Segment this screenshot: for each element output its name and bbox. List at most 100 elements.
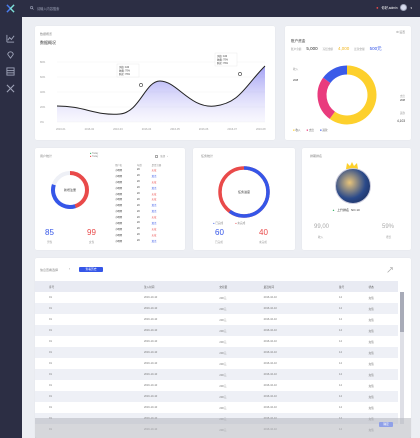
table-row[interactable]: 01 2016-10-10 200元 2016-10-10 14 充值 [35, 380, 398, 391]
avatar[interactable] [400, 4, 408, 11]
table-cell: 充值 [368, 406, 374, 410]
data-point [139, 83, 143, 87]
table-cell: 2016-10-10 [143, 395, 158, 398]
list-cell: 无效 [151, 233, 157, 237]
list-item[interactable]: 小明明 20 无效 [115, 196, 181, 202]
table-row[interactable]: 01 2016-10-10 200元 2016-10-10 14 充值 [35, 325, 398, 336]
scrollbar-thumb[interactable] [400, 292, 404, 332]
table-cell: 14 [339, 373, 342, 376]
list-item[interactable]: 小明明 20 激活 [115, 238, 181, 244]
section-label: 排期排名 [310, 154, 323, 158]
table-cell: 14 [339, 318, 342, 321]
tooltip-text: 收藏: 70% [119, 69, 131, 73]
ring-center-label: 任务进度 [237, 190, 250, 194]
location-icon[interactable] [6, 50, 15, 59]
list-item[interactable]: 小明明 20 无效 [115, 214, 181, 220]
income-value: 20/8 [293, 79, 299, 82]
table-cell: 14 [339, 406, 342, 409]
table-cell: 充值 [368, 307, 374, 311]
view-history-button[interactable]: 查看历史 [79, 267, 103, 272]
ring-progress [218, 166, 270, 218]
table-cell: 充值 [368, 296, 374, 300]
x-tick-label: 2016-03 [113, 127, 123, 131]
chevron-left-icon[interactable]: ‹ [69, 267, 71, 271]
table-row[interactable]: 01 2016-10-10 200元 2016-10-10 14 充值 [35, 347, 398, 358]
table-cell: 200元 [219, 307, 227, 311]
expand-icon[interactable] [387, 267, 393, 273]
list-item[interactable]: 小明明 20 无效 [115, 179, 181, 185]
confirm-button[interactable]: 确定 [379, 422, 393, 427]
y-tick-label: 20% [40, 105, 46, 109]
growth-label: 增长 [386, 236, 392, 239]
list-item[interactable]: 小明明 20 激活 [115, 185, 181, 191]
table-row[interactable]: 01 2016-10-10 200元 2016-10-10 14 充值 [35, 336, 398, 347]
more-link[interactable]: 全部 [160, 155, 166, 158]
list-cell: 无效 [151, 168, 157, 172]
list-cell: 激活 [151, 174, 157, 178]
chart-icon[interactable] [6, 34, 15, 43]
x-tick-label: 2016-01 [56, 127, 66, 131]
chevron-down-icon[interactable]: ▾ [410, 5, 412, 10]
card-title: 账户资金 [291, 39, 306, 43]
tools-icon[interactable] [6, 84, 15, 93]
list-cell: 小明明 [115, 180, 123, 184]
search-input[interactable]: 请输入内容搜索 [37, 6, 60, 11]
user-name[interactable]: 你好,admin [381, 6, 398, 10]
table-icon[interactable] [6, 67, 15, 76]
table-header-cell: 最近时间 [263, 285, 274, 289]
table-row[interactable]: 01 2016-10-10 200元 2016-10-10 14 充值 [35, 314, 398, 325]
list-item[interactable]: 小明明 20 无效 [115, 232, 181, 238]
list-item[interactable]: 小明明 20 无效 [115, 191, 181, 197]
list-cell: 20 [137, 239, 140, 243]
table-row[interactable]: 01 2016-10-10 200元 2016-10-10 14 充值 [35, 391, 398, 402]
ranking-avatar [335, 168, 371, 204]
table-cell: 14 [339, 296, 342, 299]
list-item[interactable]: 小明明 20 激活 [115, 220, 181, 226]
table-cell: 200元 [219, 329, 227, 333]
table-cell: 200元 [219, 373, 227, 377]
list-item[interactable]: 小明明 20 无效 [115, 226, 181, 232]
grid-icon[interactable] [155, 154, 158, 158]
notification-icon[interactable]: ● [376, 5, 379, 10]
list-item[interactable]: 小明明 20 激活 [115, 202, 181, 208]
user-ring-chart [51, 171, 89, 209]
female-label: 女性 [89, 241, 95, 244]
table-cell: 14 [339, 340, 342, 343]
income-value: 99,00 [314, 224, 330, 230]
table-row[interactable]: 01 2016-10-10 200元 2016-10-10 14 充值 [35, 358, 398, 369]
table-cell: 200元 [219, 384, 227, 388]
table-cell: 2016-10-10 [143, 340, 158, 343]
x-tick-label: 2016-06 [199, 127, 209, 131]
top-bar: 请输入内容搜索 ● 你好,admin ▾ [0, 0, 420, 17]
x-tick-label: 2016-05 [170, 127, 180, 131]
expense-value: 20/8 [399, 99, 405, 102]
list-cell: 20 [137, 168, 140, 172]
table-row[interactable]: 01 2016-10-10 200元 2016-10-10 14 充值 [35, 303, 398, 314]
x-tick-label: 2016-04 [142, 127, 152, 131]
list-cell: 小明明 [115, 198, 123, 202]
table-row[interactable]: 01 2016-10-10 200元 2016-10-10 14 充值 [35, 369, 398, 380]
search-icon[interactable] [30, 6, 34, 10]
search-bar[interactable]: 请输入内容搜索 [30, 5, 59, 11]
list-item[interactable]: 小明明 20 激活 [115, 173, 181, 179]
list-cell: 激活 [151, 239, 157, 243]
table-cell: 01 [49, 362, 52, 365]
table-cell: 14 [339, 329, 342, 332]
table-cell: 2016-10-10 [263, 296, 277, 299]
settings-link[interactable]: ⚙ 设置 [396, 30, 405, 34]
y-tick-label: 60% [40, 75, 46, 79]
list-cell: 激活 [151, 210, 157, 214]
section-label: 信息查看选择 [40, 268, 59, 272]
list-item[interactable]: 小明明 20 无效 [115, 167, 181, 173]
list-cell: 激活 [151, 204, 157, 208]
ring-segment [51, 171, 89, 209]
table-row[interactable]: 01 2016-10-10 200元 2016-10-10 14 充值 [35, 292, 398, 303]
list-cell: 20 [137, 227, 140, 231]
chevron-right-icon[interactable]: › [167, 154, 168, 158]
table-cell: 2016-10-10 [143, 307, 158, 310]
scrollbar[interactable] [400, 292, 404, 424]
logo-icon[interactable] [6, 4, 15, 13]
list-item[interactable]: 小明明 20 激活 [115, 208, 181, 214]
x-tick-label: 2016-07 [227, 127, 237, 131]
table-row[interactable]: 01 2016-10-10 200元 2016-10-10 14 充值 [35, 402, 398, 413]
